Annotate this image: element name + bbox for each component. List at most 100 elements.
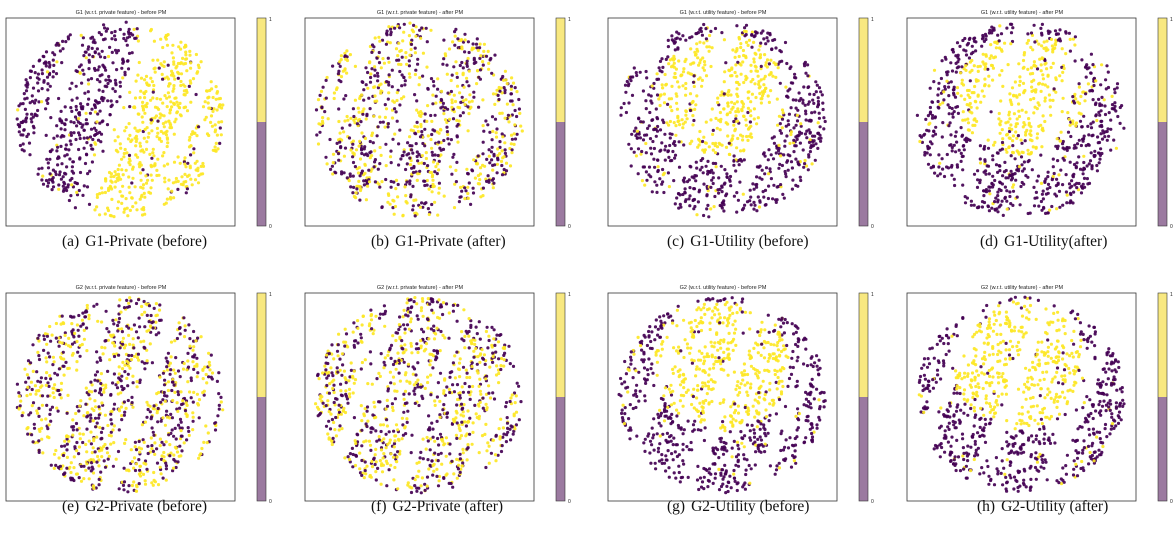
scatter-point <box>1040 63 1043 66</box>
scatter-point <box>635 154 638 157</box>
scatter-point <box>146 445 149 448</box>
scatter-point <box>106 370 109 373</box>
scatter-point <box>390 161 393 164</box>
scatter-point <box>71 165 74 168</box>
scatter-point <box>131 168 134 171</box>
scatter-point <box>134 144 137 147</box>
scatter-point <box>659 69 662 72</box>
scatter-point <box>36 76 39 79</box>
scatter-point <box>998 24 1001 27</box>
scatter-point <box>164 424 167 427</box>
scatter-point <box>159 444 162 447</box>
scatter-point <box>1031 168 1034 171</box>
scatter-point <box>1108 111 1111 114</box>
scatter-point <box>184 45 187 48</box>
scatter-point <box>373 405 376 408</box>
scatter-point <box>182 83 185 86</box>
scatter-point <box>143 78 146 81</box>
scatter-point <box>1008 195 1011 198</box>
scatter-point <box>730 66 733 69</box>
scatter-point <box>331 165 334 168</box>
scatter-point <box>1103 104 1106 107</box>
scatter-point <box>77 117 80 120</box>
scatter-point <box>100 455 103 458</box>
scatter-point <box>662 173 665 176</box>
scatter-point <box>335 88 338 91</box>
scatter-point <box>339 80 342 83</box>
scatter-point <box>747 107 750 110</box>
scatter-point <box>121 361 124 364</box>
scatter-point <box>210 80 213 83</box>
scatter-point <box>1029 46 1032 49</box>
scatter-point <box>106 123 109 126</box>
scatter-point <box>1036 136 1039 139</box>
scatter-point <box>1048 209 1051 212</box>
scatter-point <box>662 191 665 194</box>
scatter-point <box>1041 128 1044 131</box>
scatter-point <box>433 201 436 204</box>
scatter-point <box>674 202 677 205</box>
scatter-point <box>121 367 124 370</box>
scatter-point <box>1071 95 1074 98</box>
scatter-point <box>681 118 684 121</box>
scatter-point <box>67 35 70 38</box>
scatter-point <box>1018 75 1021 78</box>
scatter-point <box>1094 114 1097 117</box>
scatter-point <box>49 420 52 423</box>
scatter-point <box>207 375 210 378</box>
scatter-point <box>1018 84 1021 87</box>
scatter-point <box>416 159 419 162</box>
scatter-point <box>706 193 709 196</box>
scatter-point <box>1082 137 1085 140</box>
scatter-point <box>36 351 39 354</box>
scatter-point <box>1079 95 1082 98</box>
scatter-point <box>147 191 150 194</box>
scatter-point <box>91 148 94 151</box>
scatter-point <box>1051 99 1054 102</box>
scatter-point <box>397 163 400 166</box>
scatter-point <box>198 398 201 401</box>
scatter-point <box>796 119 799 122</box>
scatter-point <box>694 103 697 106</box>
scatter-point <box>748 199 751 202</box>
scatter-point <box>1022 121 1025 124</box>
scatter-point <box>116 150 119 153</box>
scatter-point <box>162 451 165 454</box>
scatter-point <box>115 68 118 71</box>
scatter-point <box>180 114 183 117</box>
scatter-point <box>158 116 161 119</box>
scatter-point <box>53 383 56 386</box>
scatter-point <box>432 80 435 83</box>
scatter-point <box>46 185 49 188</box>
scatter-point <box>515 115 518 118</box>
scatter-point <box>128 134 131 137</box>
scatter-point <box>439 128 442 131</box>
scatter-point <box>167 433 170 436</box>
scatter-point <box>450 90 453 93</box>
scatter-point <box>78 432 81 435</box>
scatter-point <box>784 41 787 44</box>
scatter-point <box>180 403 183 406</box>
scatter-point <box>65 118 68 121</box>
scatter-point <box>1087 66 1090 69</box>
scatter-point <box>960 126 963 129</box>
scatter-point <box>1033 40 1036 43</box>
scatter-point <box>1058 28 1061 31</box>
scatter-point <box>96 370 99 373</box>
scatter-point <box>113 403 116 406</box>
scatter-point <box>405 180 408 183</box>
scatter-point <box>152 484 155 487</box>
scatter-point <box>169 373 172 376</box>
scatter-point <box>408 34 411 37</box>
scatter-point <box>77 335 80 338</box>
scatter-point <box>18 124 21 127</box>
scatter-point <box>373 85 376 88</box>
scatter-point <box>802 85 805 88</box>
scatter-point <box>1059 139 1062 142</box>
scatter-point <box>83 92 86 95</box>
scatter-point <box>216 414 219 417</box>
scatter-point <box>178 327 181 330</box>
scatter-point <box>633 130 636 133</box>
scatter-point <box>147 452 150 455</box>
scatter-point <box>107 458 110 461</box>
